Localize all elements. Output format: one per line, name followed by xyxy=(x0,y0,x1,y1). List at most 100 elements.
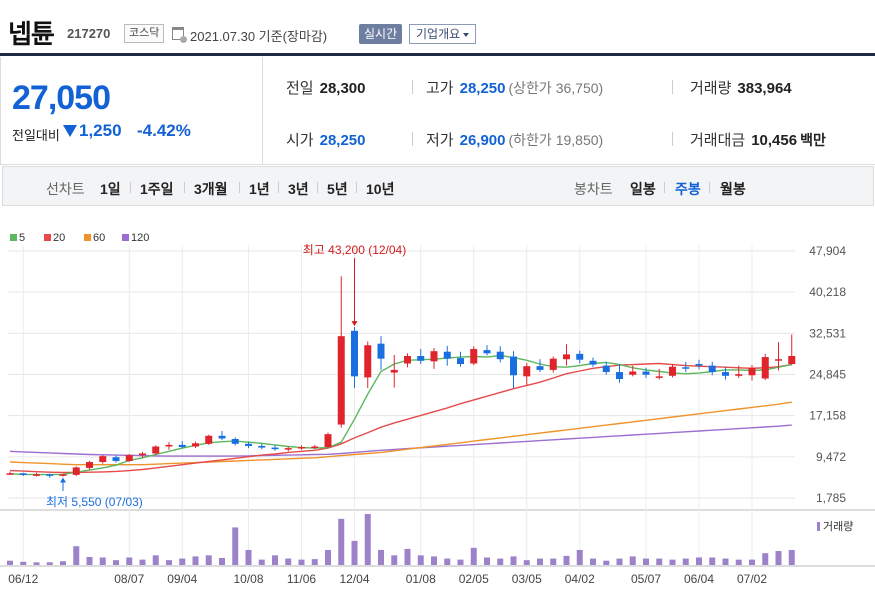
candle-body xyxy=(364,345,372,378)
base-date: 2021.07.30 기준(장마감) xyxy=(190,29,328,44)
candle-body xyxy=(589,360,597,365)
volume-bar xyxy=(590,558,596,565)
company-overview-button[interactable]: 기업개요 xyxy=(409,24,477,44)
volume-bar xyxy=(86,556,93,565)
quote-label: 거래량 xyxy=(690,80,732,97)
volume-bar xyxy=(126,557,133,565)
low-arrow-icon xyxy=(60,477,66,483)
candle-body xyxy=(483,350,491,354)
x-tick-label: 12/04 xyxy=(339,572,369,586)
volume-bar xyxy=(46,562,53,565)
tab-monthly[interactable]: 월봉 xyxy=(720,181,746,197)
candle-body xyxy=(33,474,40,476)
ma20-line xyxy=(9,362,792,474)
company-overview-label: 기업개요 xyxy=(416,27,461,41)
x-tick-label: 09/04 xyxy=(167,572,197,586)
tab-period-5y[interactable]: 5년 xyxy=(327,181,348,197)
volume-bar xyxy=(550,558,557,565)
volume-bar xyxy=(364,514,371,565)
y-tick-label: 9,472 xyxy=(816,450,846,464)
volume-bar xyxy=(669,559,676,565)
quote-low: 저가 26,900 (하한가 19,850) xyxy=(426,129,603,150)
divider xyxy=(664,182,665,193)
divider xyxy=(130,182,131,193)
candle-chart-label: 봉차트 xyxy=(574,181,613,197)
price-change-percent: -4.42% xyxy=(137,121,191,140)
high-annotation: 최고 43,200 (12/04) xyxy=(303,243,406,257)
candle-body xyxy=(59,474,67,476)
candle-body xyxy=(390,369,398,373)
candle-body xyxy=(669,366,676,376)
candle-body xyxy=(563,354,570,360)
legend-swatch xyxy=(122,234,129,241)
x-tick-label: 08/07 xyxy=(114,572,144,586)
divider xyxy=(278,182,279,193)
stock-candlestick-chart: 5 20 60 120 47,904 40,218 32,531 24,845 17,158 9,… xyxy=(0,232,875,586)
candle-body xyxy=(695,364,703,366)
volume-bar xyxy=(311,559,318,565)
volume-bar xyxy=(351,540,358,565)
volume-bar xyxy=(99,557,106,565)
volume-bar xyxy=(484,557,490,565)
candle-body xyxy=(629,371,637,375)
volume-bar xyxy=(73,546,80,565)
realtime-button[interactable]: 실시간 xyxy=(359,24,403,44)
volume-bar xyxy=(749,559,755,565)
x-tick-label: 04/02 xyxy=(565,572,595,586)
volume-bar xyxy=(7,560,13,565)
candle-body xyxy=(708,365,716,373)
volume-bar xyxy=(139,559,146,565)
x-tick-label: 07/02 xyxy=(737,572,767,586)
y-tick-label: 32,531 xyxy=(809,326,846,340)
legend-swatch xyxy=(10,234,17,241)
ma60-line xyxy=(9,401,792,466)
candle-body xyxy=(682,367,690,369)
volume-bar xyxy=(735,559,742,565)
divider xyxy=(709,182,710,193)
candle-body xyxy=(46,474,54,476)
candle-body xyxy=(576,353,584,360)
divider xyxy=(239,182,240,193)
volume-bar xyxy=(497,558,504,565)
amount-unit: 백만 xyxy=(800,132,826,148)
chevron-down-icon xyxy=(463,32,470,37)
candle-body xyxy=(549,358,557,370)
divider xyxy=(356,182,357,193)
volume-bar xyxy=(325,549,331,565)
x-tick-label: 05/07 xyxy=(631,572,661,586)
volume-bar xyxy=(60,561,66,565)
volume-bar xyxy=(523,560,530,565)
volume-bar xyxy=(232,527,239,565)
quote-label: 저가 xyxy=(426,132,454,149)
quote-prev-close: 전일 28,300 xyxy=(286,77,366,98)
tab-period-1d[interactable]: 1일 xyxy=(100,181,121,197)
y-tick-label: 17,158 xyxy=(809,409,846,423)
candle-body xyxy=(536,366,544,370)
candle-body xyxy=(324,434,332,448)
volume-bar xyxy=(298,559,305,565)
tab-period-10y[interactable]: 10년 xyxy=(366,181,395,197)
volume-bar xyxy=(537,558,543,565)
volume-bar xyxy=(444,558,451,565)
quote-label: 전일 xyxy=(286,80,314,97)
candle-body xyxy=(748,367,756,376)
volume-legend-swatch xyxy=(817,522,820,531)
current-price: 27,050 xyxy=(12,79,111,117)
legend-swatch xyxy=(84,234,91,241)
legend-label: 60 xyxy=(93,232,105,244)
prev-compare-label: 전일대비 xyxy=(12,128,60,143)
volume-bar xyxy=(656,558,663,565)
tab-period-3y[interactable]: 3년 xyxy=(288,181,309,197)
calendar-icon xyxy=(172,27,187,43)
tab-period-1w[interactable]: 1주일 xyxy=(140,181,174,197)
candle-body xyxy=(788,355,796,365)
candle-body xyxy=(205,435,213,444)
tab-weekly[interactable]: 주봉 xyxy=(675,181,701,197)
high-arrow-icon xyxy=(351,321,358,327)
tab-period-1y[interactable]: 1년 xyxy=(249,181,270,197)
candle-body xyxy=(616,372,623,380)
quote-amount: 거래대금 10,456 백만 xyxy=(690,129,826,150)
tab-daily[interactable]: 일봉 xyxy=(630,181,656,197)
tab-period-3m[interactable]: 3개월 xyxy=(194,181,228,197)
x-tick-label: 03/05 xyxy=(512,572,542,586)
